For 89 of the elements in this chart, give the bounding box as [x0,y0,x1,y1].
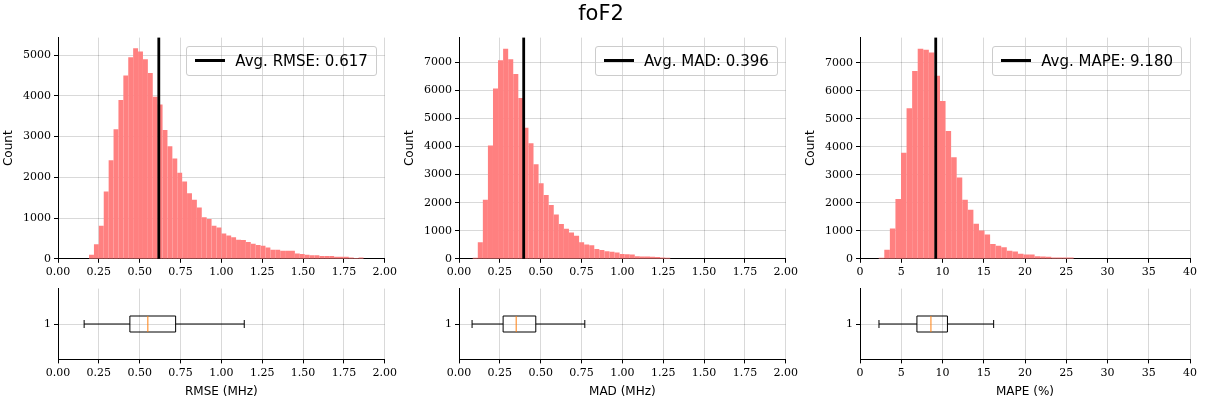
y-tick-label: 5000 [23,47,51,61]
x-tick-label: 0.25 [86,365,112,379]
x-tick-label: 1.25 [249,265,275,279]
x-tick-label: 2.00 [773,265,798,279]
y-tick-label: 4000 [23,88,51,102]
x-tick-label: 40 [1183,265,1197,279]
y-tick-label: 7000 [424,55,452,69]
x-tick-label: 2.00 [372,265,397,279]
x-tick-label: 35 [1141,265,1156,279]
x-tick-label: 20 [1018,365,1032,379]
ref-line-label: Avg. RMSE: 0.617 [235,51,368,70]
chart-title: foF2 [577,1,625,25]
x-axis-title: MAD (MHz) [589,383,656,398]
y-tick-label: 0 [846,251,853,265]
y-tick-label: 4000 [424,139,452,153]
x-tick-label: 0.50 [127,265,152,279]
x-tick-label: 0.00 [446,365,472,379]
x-tick-label: 0.50 [528,265,553,279]
y-tick-label: 7000 [825,55,853,69]
x-tick-label: 1.50 [290,365,316,379]
y-tick-label: 6000 [424,83,452,97]
x-tick-label: 30 [1100,265,1115,279]
y-tick-label: 0 [445,251,452,265]
y-tick-label: 0 [44,251,51,265]
y-tick-label: 3000 [825,167,853,181]
x-axis-title: RMSE (MHz) [185,383,258,398]
y-axis-title: Count [1,130,16,167]
x-tick-label: 2.00 [773,365,798,379]
y-tick-label: 2000 [424,195,452,209]
x-tick-label: 0 [856,365,864,379]
x-tick-label: 25 [1059,265,1074,279]
x-tick-label: 1.25 [249,365,275,379]
x-tick-label: 0.00 [45,365,71,379]
x-tick-label: 0.75 [569,265,594,279]
x-tick-label: 0.25 [487,365,513,379]
x-tick-label: 1.75 [732,365,758,379]
y-tick-label: 1000 [23,210,51,224]
x-tick-label: 0.75 [168,265,193,279]
x-tick-label: 1.75 [331,365,357,379]
x-tick-label: 0 [856,265,864,279]
x-tick-label: 0.50 [127,365,152,379]
y-tick-label: 6000 [825,83,853,97]
x-tick-label: 0.00 [446,265,472,279]
x-tick-label: 1.25 [650,365,676,379]
x-tick-label: 25 [1059,365,1074,379]
x-tick-label: 10 [935,265,950,279]
x-tick-label: 1.75 [331,265,357,279]
x-tick-label: 10 [935,365,950,379]
x-tick-label: 0.75 [569,365,594,379]
x-tick-label: 0.75 [168,365,193,379]
y-tick-label: 4000 [825,139,853,153]
y-axis-title: Count [402,130,417,167]
x-tick-label: 0.50 [528,365,553,379]
x-tick-label: 1.00 [209,365,234,379]
x-tick-label: 0.25 [86,265,112,279]
x-tick-label: 1.00 [610,265,635,279]
x-tick-label: 1.50 [691,265,717,279]
x-tick-label: 1.25 [650,265,676,279]
x-tick-label: 0.00 [45,265,71,279]
x-tick-label: 15 [976,365,991,379]
y-tick-label: 1 [44,316,51,330]
x-tick-label: 5 [897,265,905,279]
x-tick-label: 2.00 [372,365,397,379]
y-tick-label: 1 [846,316,853,330]
x-tick-label: 1.75 [732,265,758,279]
ref-line-label: Avg. MAPE: 9.180 [1041,51,1173,70]
x-tick-label: 5 [897,365,905,379]
y-tick-label: 5000 [825,111,853,125]
x-tick-label: 30 [1100,365,1115,379]
y-tick-label: 1000 [825,223,853,237]
x-tick-label: 0.25 [487,265,513,279]
y-tick-label: 2000 [23,170,51,184]
x-tick-label: 20 [1018,265,1032,279]
ref-line-label: Avg. MAD: 0.396 [643,51,769,70]
x-tick-label: 1.50 [290,265,316,279]
x-tick-label: 1.00 [209,265,234,279]
y-tick-label: 5000 [424,111,452,125]
x-tick-label: 40 [1183,365,1197,379]
x-axis-title: MAPE (%) [996,383,1054,398]
x-tick-label: 15 [976,265,991,279]
x-tick-label: 35 [1141,365,1156,379]
y-tick-label: 1 [445,316,452,330]
y-tick-label: 1000 [424,223,452,237]
y-axis-title: Count [803,130,818,167]
x-tick-label: 1.50 [691,365,717,379]
y-tick-label: 3000 [23,129,51,143]
y-tick-label: 3000 [424,167,452,181]
x-tick-label: 1.00 [610,365,635,379]
y-tick-label: 2000 [825,195,853,209]
